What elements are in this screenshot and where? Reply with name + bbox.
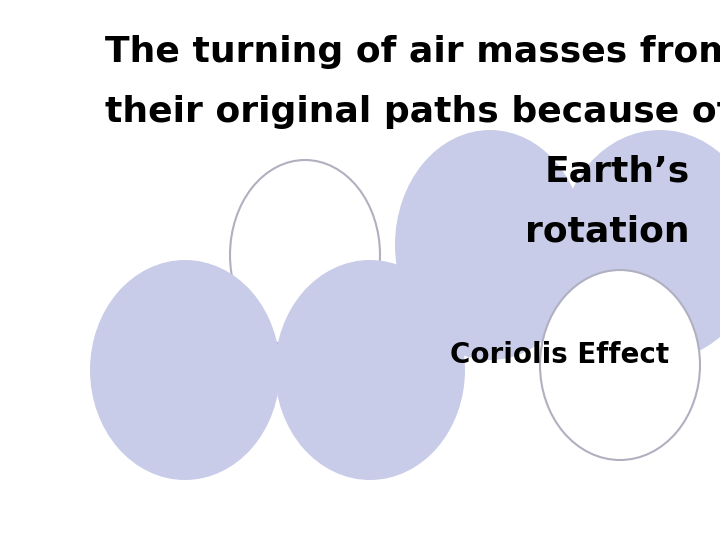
Ellipse shape: [395, 130, 585, 360]
Ellipse shape: [230, 160, 380, 350]
Text: The turning of air masses from: The turning of air masses from: [105, 35, 720, 69]
Ellipse shape: [90, 260, 280, 480]
Text: their original paths because of: their original paths because of: [105, 95, 720, 129]
Text: Earth’s: Earth’s: [545, 155, 690, 189]
Ellipse shape: [560, 130, 720, 360]
Text: Coriolis Effect: Coriolis Effect: [451, 341, 670, 369]
Text: rotation: rotation: [526, 215, 690, 249]
Ellipse shape: [540, 270, 700, 460]
Ellipse shape: [275, 260, 465, 480]
